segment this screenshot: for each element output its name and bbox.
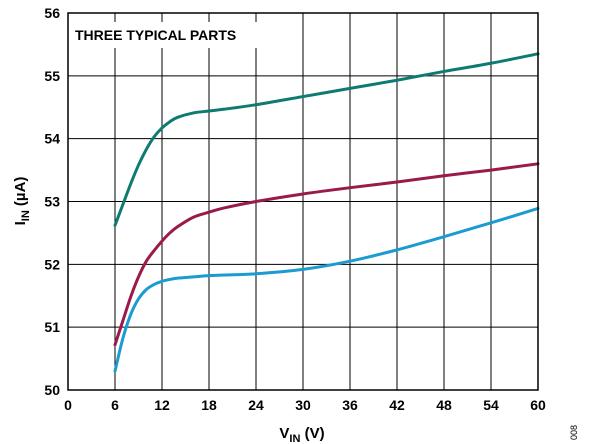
annotation-background <box>70 22 262 48</box>
x-tick-labels: 0 6 12 18 24 30 36 42 48 54 60 <box>64 397 546 413</box>
series-layer <box>113 52 540 373</box>
x-tick-label: 6 <box>111 397 119 413</box>
plot-frame <box>67 12 539 391</box>
y-tick-label: 56 <box>44 5 60 21</box>
x-axis-label-unit: (V) <box>300 425 324 442</box>
x-tick-label: 30 <box>295 397 311 413</box>
x-axis-label: VIN (V) <box>279 425 324 444</box>
grid <box>68 13 538 390</box>
series-line-1 <box>113 52 540 227</box>
figure-id: 008 <box>569 425 579 440</box>
y-axis-label: IIN (µA) <box>12 177 32 226</box>
y-tick-labels: 50 51 52 53 54 55 56 <box>44 5 60 398</box>
y-tick-label: 55 <box>44 68 60 84</box>
y-tick-label: 52 <box>44 256 60 272</box>
x-tick-label: 42 <box>389 397 405 413</box>
x-tick-label: 60 <box>530 397 546 413</box>
x-tick-label: 18 <box>201 397 217 413</box>
x-tick-label: 36 <box>342 397 358 413</box>
x-tick-label: 12 <box>154 397 170 413</box>
y-axis-label-main: I <box>12 221 29 225</box>
x-tick-label: 0 <box>64 397 72 413</box>
x-tick-label: 54 <box>483 397 499 413</box>
x-axis-label-sub: IN <box>289 433 300 444</box>
series-line-2 <box>113 162 540 347</box>
y-axis-label-sub: IN <box>20 210 32 221</box>
y-tick-label: 50 <box>44 382 60 398</box>
annotation-text: THREE TYPICAL PARTS <box>75 27 236 43</box>
x-axis-label-main: V <box>279 425 289 442</box>
x-tick-label: 48 <box>436 397 452 413</box>
y-tick-label: 53 <box>44 194 60 210</box>
x-tick-label: 24 <box>248 397 264 413</box>
series-line-3 <box>113 206 540 373</box>
y-tick-label: 51 <box>44 319 60 335</box>
y-tick-label: 54 <box>44 131 60 147</box>
y-axis-label-unit: (µA) <box>12 177 29 211</box>
